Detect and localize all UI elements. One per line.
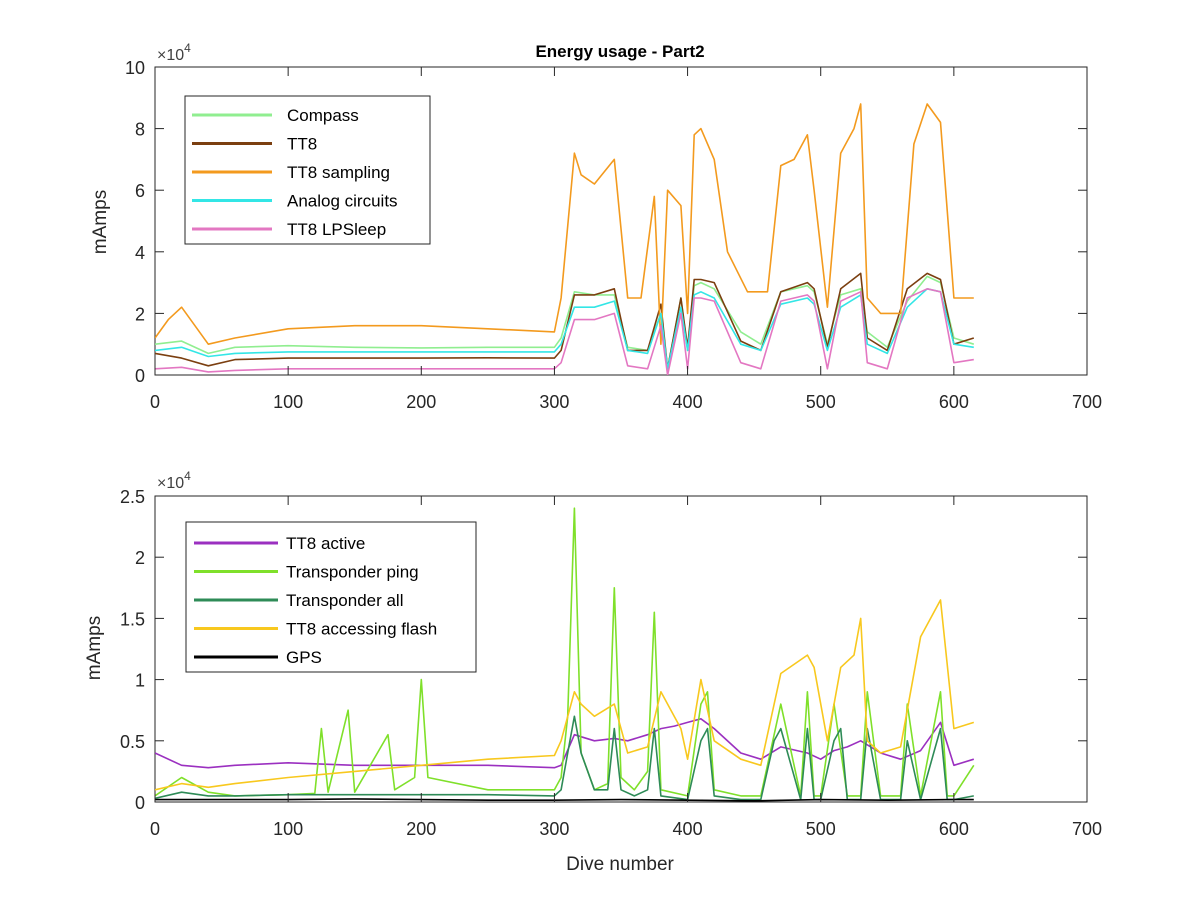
legend-label-tt8: TT8 xyxy=(287,135,317,154)
legend-label-tt8-accessing-flash: TT8 accessing flash xyxy=(286,620,437,639)
legend-top: Compass TT8 TT8 sampling Analog circuits TT8… xyxy=(184,95,431,245)
x-tick-label: 100 xyxy=(273,392,303,412)
y-tick-label: 0.5 xyxy=(120,732,145,752)
legend-box-top xyxy=(184,95,431,245)
legend-label-tt8-sampling: TT8 sampling xyxy=(287,163,390,182)
series-line-transponder-ping xyxy=(155,507,975,797)
svg-text:×104: ×104 xyxy=(157,469,191,492)
y-tick-label: 2.5 xyxy=(120,487,145,507)
exponent-base-bottom: ×10 xyxy=(157,475,184,492)
exponent-power-top: 4 xyxy=(184,41,191,55)
exponent-power-bottom: 4 xyxy=(184,469,191,483)
svg-text:×104: ×104 xyxy=(157,41,191,64)
x-tick-label: 500 xyxy=(806,392,836,412)
series-line-transponder-all xyxy=(155,715,974,801)
y-tick-label: 0 xyxy=(135,793,145,813)
x-tick-label: 600 xyxy=(939,819,969,839)
x-tick-label: 0 xyxy=(150,819,160,839)
y-tick-label: 6 xyxy=(135,181,145,201)
x-tick-label: 0 xyxy=(150,392,160,412)
x-tick-label: 600 xyxy=(939,392,969,412)
x-tick-label: 700 xyxy=(1072,819,1102,839)
x-tick-label: 300 xyxy=(539,392,569,412)
series-line-tt8-sampling xyxy=(155,103,974,346)
exponent-label-bottom: ×104 xyxy=(157,469,191,492)
x-tick-label: 700 xyxy=(1072,392,1102,412)
legend-label-gps: GPS xyxy=(286,648,322,667)
exponent-label-top: ×104 xyxy=(157,41,191,64)
axes-bottom: ×104 mAmps Dive number 0 100 200 300 400 500 6… xyxy=(84,469,1102,875)
x-tick-label: 200 xyxy=(406,392,436,412)
legend-label-compass: Compass xyxy=(287,106,359,125)
axes-top: Energy usage - Part2 ×104 mAmps 0 100 200 3… xyxy=(90,41,1102,412)
x-tick-label: 400 xyxy=(673,392,703,412)
x-tick-label: 400 xyxy=(673,819,703,839)
legend-label-analog-circuits: Analog circuits xyxy=(287,192,398,211)
chart-title: Energy usage - Part2 xyxy=(535,42,704,61)
legend-label-transponder-all: Transponder all xyxy=(286,591,404,610)
x-tick-label: 200 xyxy=(406,819,436,839)
y-tick-label: 2 xyxy=(135,548,145,568)
y-axis-label-top: mAmps xyxy=(90,190,111,254)
y-tick-label: 4 xyxy=(135,243,145,263)
x-tick-label: 100 xyxy=(273,819,303,839)
exponent-base-top: ×10 xyxy=(157,47,184,64)
legend-label-tt8-lpsleep: TT8 LPSleep xyxy=(287,220,386,239)
y-tick-label: 0 xyxy=(135,366,145,386)
legend-bottom: TT8 active Transponder ping Transponder al… xyxy=(185,521,477,673)
y-tick-label: 2 xyxy=(135,304,145,324)
y-axis-label-bottom: mAmps xyxy=(84,616,105,680)
legend-box-bottom xyxy=(185,521,477,673)
series-line-gps xyxy=(155,798,974,802)
series-line-analog-circuits xyxy=(155,287,974,370)
y-tick-label: 10 xyxy=(125,58,145,78)
y-tick-label: 8 xyxy=(135,120,145,140)
y-tick-label: 1 xyxy=(135,671,145,691)
series-line-tt8-accessing-flash xyxy=(155,599,975,791)
x-tick-label: 500 xyxy=(806,819,836,839)
x-tick-label: 300 xyxy=(539,819,569,839)
legend-label-tt8-active: TT8 active xyxy=(286,534,365,553)
y-tick-label: 1.5 xyxy=(120,609,145,629)
legend-label-transponder-ping: Transponder ping xyxy=(286,563,419,582)
x-axis-label-bottom: Dive number xyxy=(566,854,674,875)
